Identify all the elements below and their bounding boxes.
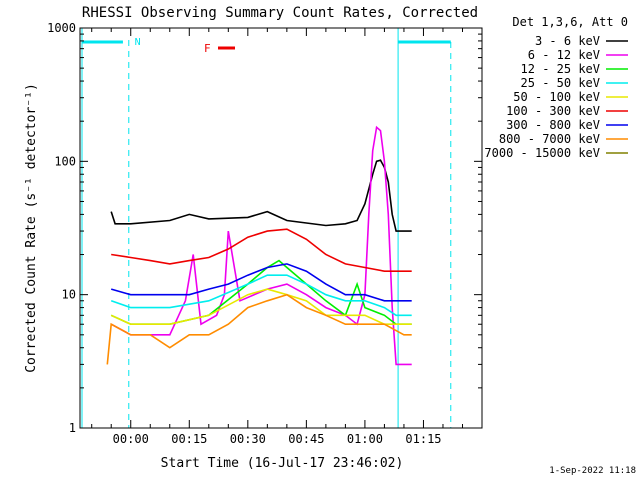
legend-label-1: 6 - 12 keV [528, 48, 600, 62]
legend-label-5: 100 - 300 keV [506, 104, 600, 118]
legend-label-4: 50 - 100 keV [513, 90, 600, 104]
legend-label-2: 12 - 25 keV [521, 62, 600, 76]
series-line-3 [110, 274, 412, 317]
legend-label-7: 800 - 7000 keV [499, 132, 600, 146]
legend-header: Det 1,3,6, Att 0 [512, 15, 628, 29]
series-line-7 [106, 293, 412, 365]
footer-date: 1-Sep-2022 11:18 [549, 466, 636, 476]
series-line-1 [110, 125, 412, 366]
x-tick-label: 01:15 [405, 432, 441, 446]
y-axis-label: Corrected Count Rate (s⁻¹ detector⁻¹) [24, 83, 39, 373]
legend-label-8: 7000 - 15000 keV [484, 146, 600, 160]
legend-label-6: 300 - 800 keV [506, 118, 600, 132]
plot-frame [79, 27, 483, 429]
flag-label-f: F [204, 42, 211, 55]
y-tick-label: 100 [54, 154, 76, 168]
series-line-6 [110, 263, 412, 302]
axes: 1 10 100 1000 00:00 00:15 00:30 00:45 01:00 01:15 [47, 21, 483, 446]
x-tick-label: 01:00 [347, 432, 383, 446]
legend-label-3: 25 - 50 keV [521, 76, 600, 90]
y-tick-label: 1 [69, 421, 76, 435]
y-tick-label: 1000 [47, 21, 76, 35]
x-axis-label: Start Time (16-Jul-17 23:46:02) [161, 456, 404, 471]
series-line-0 [110, 159, 412, 232]
series-line-5 [111, 228, 412, 273]
x-tick-label: 00:30 [230, 432, 266, 446]
chart-title: RHESSI Observing Summary Count Rates, Co… [82, 5, 478, 21]
legend-label-0: 3 - 6 keV [535, 34, 600, 48]
x-tick-label: 00:00 [113, 432, 149, 446]
flag-label-n: N [135, 37, 141, 48]
x-tick-label: 00:45 [288, 432, 324, 446]
x-tick-label: 00:15 [171, 432, 207, 446]
y-tick-label: 10 [62, 288, 76, 302]
